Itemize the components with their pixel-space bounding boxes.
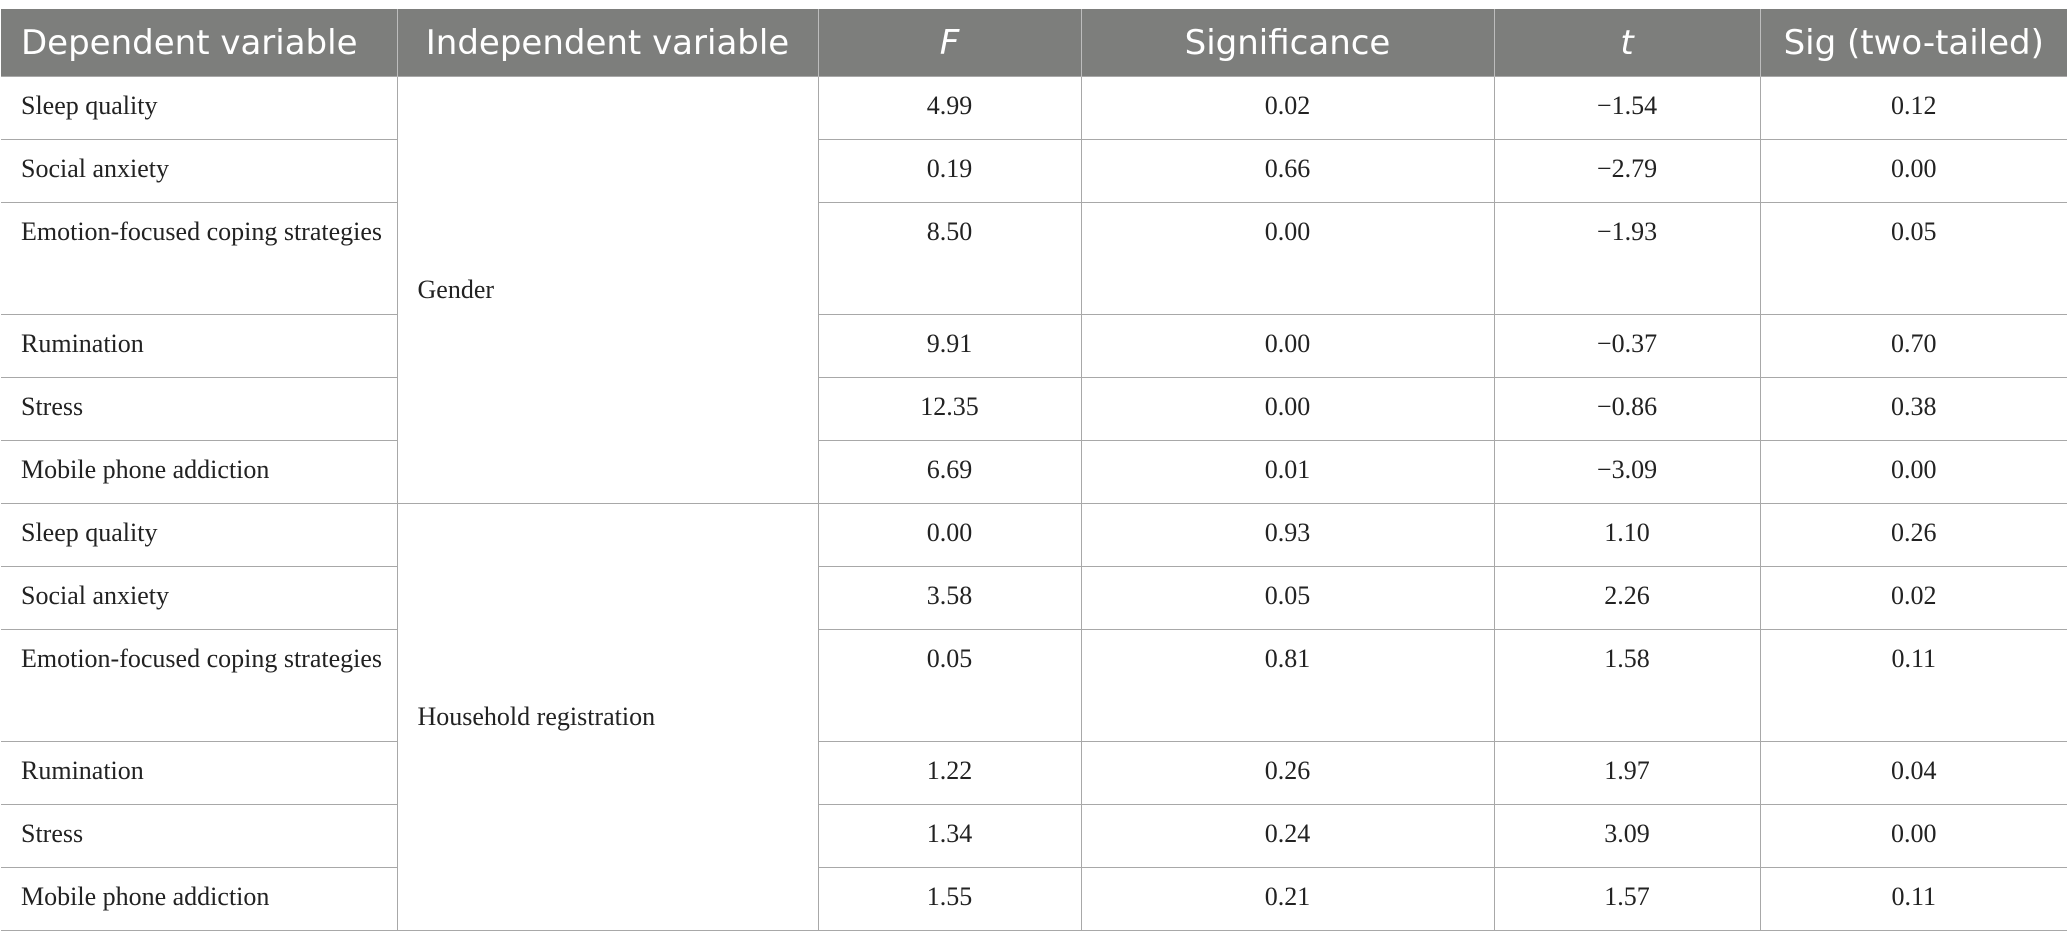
cell-dependent-variable: Social anxiety bbox=[1, 566, 398, 630]
cell-significance: 0.00 bbox=[1080, 202, 1495, 315]
results-table: Dependent variable Independent variable … bbox=[1, 9, 2067, 931]
cell-dependent-variable: Sleep quality bbox=[1, 76, 398, 140]
cell-f: 8.50 bbox=[817, 202, 1082, 315]
cell-dependent-variable: Rumination bbox=[1, 314, 398, 378]
cell-significance: 0.05 bbox=[1080, 566, 1495, 630]
cell-t: −1.93 bbox=[1493, 202, 1761, 315]
table-row: Emotion-focused coping strategies 0.05 0.8… bbox=[1, 629, 2067, 742]
cell-sig-two-tailed: 0.00 bbox=[1759, 804, 2067, 868]
cell-t: 1.10 bbox=[1493, 503, 1761, 567]
cell-t: 3.09 bbox=[1493, 804, 1761, 868]
cell-f: 0.19 bbox=[817, 139, 1082, 203]
cell-significance: 0.26 bbox=[1080, 741, 1495, 805]
cell-significance: 0.00 bbox=[1080, 314, 1495, 378]
table-row: Stress 1.34 0.24 3.09 0.00 bbox=[1, 804, 2067, 868]
cell-significance: 0.24 bbox=[1080, 804, 1495, 868]
table-row: Mobile phone addiction 6.69 0.01 −3.09 0.00 bbox=[1, 440, 2067, 504]
header-row: Dependent variable Independent variable … bbox=[1, 9, 2067, 77]
cell-dependent-variable: Emotion-focused coping strategies bbox=[1, 629, 398, 742]
cell-t: 2.26 bbox=[1493, 566, 1761, 630]
table-row: Rumination 1.22 0.26 1.97 0.04 bbox=[1, 741, 2067, 805]
header-dependent-variable: Dependent variable bbox=[1, 9, 398, 77]
cell-sig-two-tailed: 0.05 bbox=[1759, 202, 2067, 315]
table-row: Stress 12.35 0.00 −0.86 0.38 bbox=[1, 377, 2067, 441]
cell-dependent-variable: Sleep quality bbox=[1, 503, 398, 567]
cell-f: 0.00 bbox=[817, 503, 1082, 567]
cell-significance: 0.02 bbox=[1080, 76, 1495, 140]
header-sig-two-tailed: Sig (two-tailed) bbox=[1760, 9, 2067, 77]
cell-f: 6.69 bbox=[817, 440, 1082, 504]
header-t: t bbox=[1494, 9, 1761, 77]
cell-significance: 0.66 bbox=[1080, 139, 1495, 203]
cell-sig-two-tailed: 0.12 bbox=[1759, 76, 2067, 140]
table-row: Social anxiety 0.19 0.66 −2.79 0.00 bbox=[1, 139, 2067, 203]
cell-dependent-variable: Stress bbox=[1, 804, 398, 868]
cell-f: 1.22 bbox=[817, 741, 1082, 805]
cell-f: 1.55 bbox=[817, 867, 1082, 931]
cell-dependent-variable: Rumination bbox=[1, 741, 398, 805]
table-header: Dependent variable Independent variable … bbox=[1, 9, 2067, 77]
cell-f: 3.58 bbox=[817, 566, 1082, 630]
header-independent-variable: Independent variable bbox=[397, 9, 819, 77]
cell-independent-variable: Gender bbox=[396, 76, 819, 504]
cell-dependent-variable: Mobile phone addiction bbox=[1, 440, 398, 504]
cell-f: 12.35 bbox=[817, 377, 1082, 441]
cell-t: −0.86 bbox=[1493, 377, 1761, 441]
cell-significance: 0.21 bbox=[1080, 867, 1495, 931]
cell-sig-two-tailed: 0.26 bbox=[1759, 503, 2067, 567]
cell-t: 1.57 bbox=[1493, 867, 1761, 931]
header-f: F bbox=[818, 9, 1082, 77]
table-row: Sleep quality Household registration 0.00 0… bbox=[1, 503, 2067, 931]
cell-f: 9.91 bbox=[817, 314, 1082, 378]
cell-dependent-variable: Social anxiety bbox=[1, 139, 398, 203]
cell-t: −1.54 bbox=[1493, 76, 1761, 140]
cell-significance: 0.01 bbox=[1080, 440, 1495, 504]
cell-sig-two-tailed: 0.04 bbox=[1759, 741, 2067, 805]
header-significance: Significance bbox=[1081, 9, 1495, 77]
cell-sig-two-tailed: 0.00 bbox=[1759, 139, 2067, 203]
cell-sig-two-tailed: 0.00 bbox=[1759, 440, 2067, 504]
cell-sig-two-tailed: 0.70 bbox=[1759, 314, 2067, 378]
cell-significance: 0.00 bbox=[1080, 377, 1495, 441]
cell-t: −0.37 bbox=[1493, 314, 1761, 378]
table-row: Rumination 9.91 0.00 −0.37 0.70 bbox=[1, 314, 2067, 378]
cell-significance: 0.81 bbox=[1080, 629, 1495, 742]
cell-sig-two-tailed: 0.02 bbox=[1759, 566, 2067, 630]
cell-dependent-variable: Stress bbox=[1, 377, 398, 441]
cell-sig-two-tailed: 0.11 bbox=[1759, 629, 2067, 742]
cell-sig-two-tailed: 0.11 bbox=[1759, 867, 2067, 931]
table-row: Mobile phone addiction 1.55 0.21 1.57 0.11 bbox=[1, 867, 2067, 931]
cell-independent-variable: Household registration bbox=[396, 503, 819, 931]
cell-dependent-variable: Emotion-focused coping strategies bbox=[1, 202, 398, 315]
cell-f: 0.05 bbox=[817, 629, 1082, 742]
cell-t: 1.97 bbox=[1493, 741, 1761, 805]
table-row: Emotion-focused coping strategies 8.50 0.0… bbox=[1, 202, 2067, 315]
cell-t: −2.79 bbox=[1493, 139, 1761, 203]
table-row: Sleep quality Gender 4.99 0.02 −1.54 0.12 bbox=[1, 76, 2067, 504]
cell-sig-two-tailed: 0.38 bbox=[1759, 377, 2067, 441]
cell-f: 1.34 bbox=[817, 804, 1082, 868]
cell-t: 1.58 bbox=[1493, 629, 1761, 742]
cell-significance: 0.93 bbox=[1080, 503, 1495, 567]
cell-dependent-variable: Mobile phone addiction bbox=[1, 867, 398, 931]
cell-t: −3.09 bbox=[1493, 440, 1761, 504]
table-body: Sleep quality Gender 4.99 0.02 −1.54 0.12 Soci… bbox=[1, 76, 2067, 931]
table-row: Social anxiety 3.58 0.05 2.26 0.02 bbox=[1, 566, 2067, 630]
cell-f: 4.99 bbox=[817, 76, 1082, 140]
